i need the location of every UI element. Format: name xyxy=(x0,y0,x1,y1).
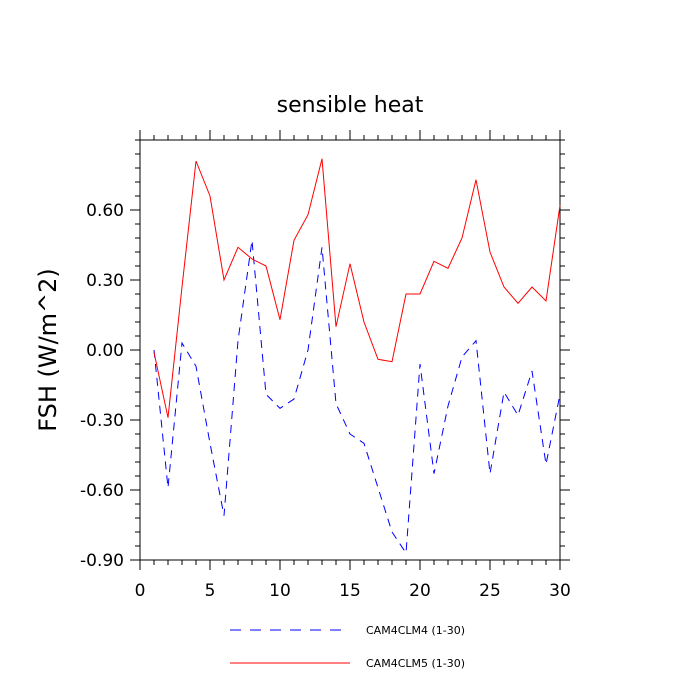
chart-title: sensible heat xyxy=(277,93,424,118)
y-tick-label: -0.30 xyxy=(80,411,124,431)
y-tick-label: -0.90 xyxy=(80,551,124,571)
x-tick-label: 0 xyxy=(135,581,146,601)
x-tick-label: 25 xyxy=(479,581,501,601)
series-line-1 xyxy=(153,240,561,555)
x-tick-label: 5 xyxy=(205,581,216,601)
legend-label-2: CAM4CLM5 (1-30) xyxy=(366,657,465,670)
plot-area: 0 5 10 15 20 25 30 -0.90 -0.60 -0.30 0.00 0.30 0.60 xyxy=(80,130,571,601)
x-tick-label: 15 xyxy=(339,581,361,601)
y-tick-label: 0.30 xyxy=(86,271,124,291)
plot-frame xyxy=(139,139,561,561)
y-tick-label: -0.60 xyxy=(80,481,124,501)
x-tick-label: 10 xyxy=(269,581,291,601)
legend-label-1: CAM4CLM4 (1-30) xyxy=(366,624,465,637)
y-tick-label: 0.00 xyxy=(86,341,124,361)
series-line-2 xyxy=(153,158,561,418)
x-tick-label: 30 xyxy=(549,581,571,601)
x-tick-label: 20 xyxy=(409,581,431,601)
y-tick-label: 0.60 xyxy=(86,201,124,221)
legend: CAM4CLM4 (1-30) CAM4CLM5 (1-30) xyxy=(230,624,465,670)
y-axis-label: FSH (W/m^2) xyxy=(34,268,62,432)
